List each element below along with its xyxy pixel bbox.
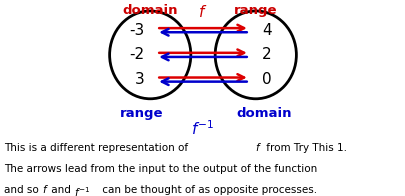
- Text: $f^{-1}$: $f^{-1}$: [191, 119, 214, 138]
- Text: can be thought of as opposite processes.: can be thought of as opposite processes.: [98, 185, 316, 195]
- Text: domain: domain: [236, 107, 291, 120]
- Text: This is a different representation of: This is a different representation of: [4, 143, 191, 153]
- Text: and: and: [48, 185, 74, 195]
- Text: -2: -2: [129, 47, 144, 62]
- Text: -3: -3: [128, 23, 144, 38]
- Text: from Try This 1.: from Try This 1.: [263, 143, 346, 153]
- Text: 2: 2: [261, 47, 271, 62]
- Text: 0: 0: [261, 72, 271, 87]
- Text: $f$: $f$: [198, 4, 207, 20]
- Text: f: f: [255, 143, 258, 153]
- Text: 3: 3: [134, 72, 144, 87]
- Text: range: range: [120, 107, 164, 120]
- Text: domain: domain: [122, 4, 177, 17]
- Text: f: f: [42, 185, 45, 195]
- Text: The arrows lead from the input to the output of the function: The arrows lead from the input to the ou…: [4, 164, 317, 174]
- Text: 4: 4: [261, 23, 271, 38]
- Text: range: range: [233, 4, 277, 17]
- Text: and so: and so: [4, 185, 42, 195]
- Text: $f^{-1}$: $f^{-1}$: [74, 185, 90, 196]
